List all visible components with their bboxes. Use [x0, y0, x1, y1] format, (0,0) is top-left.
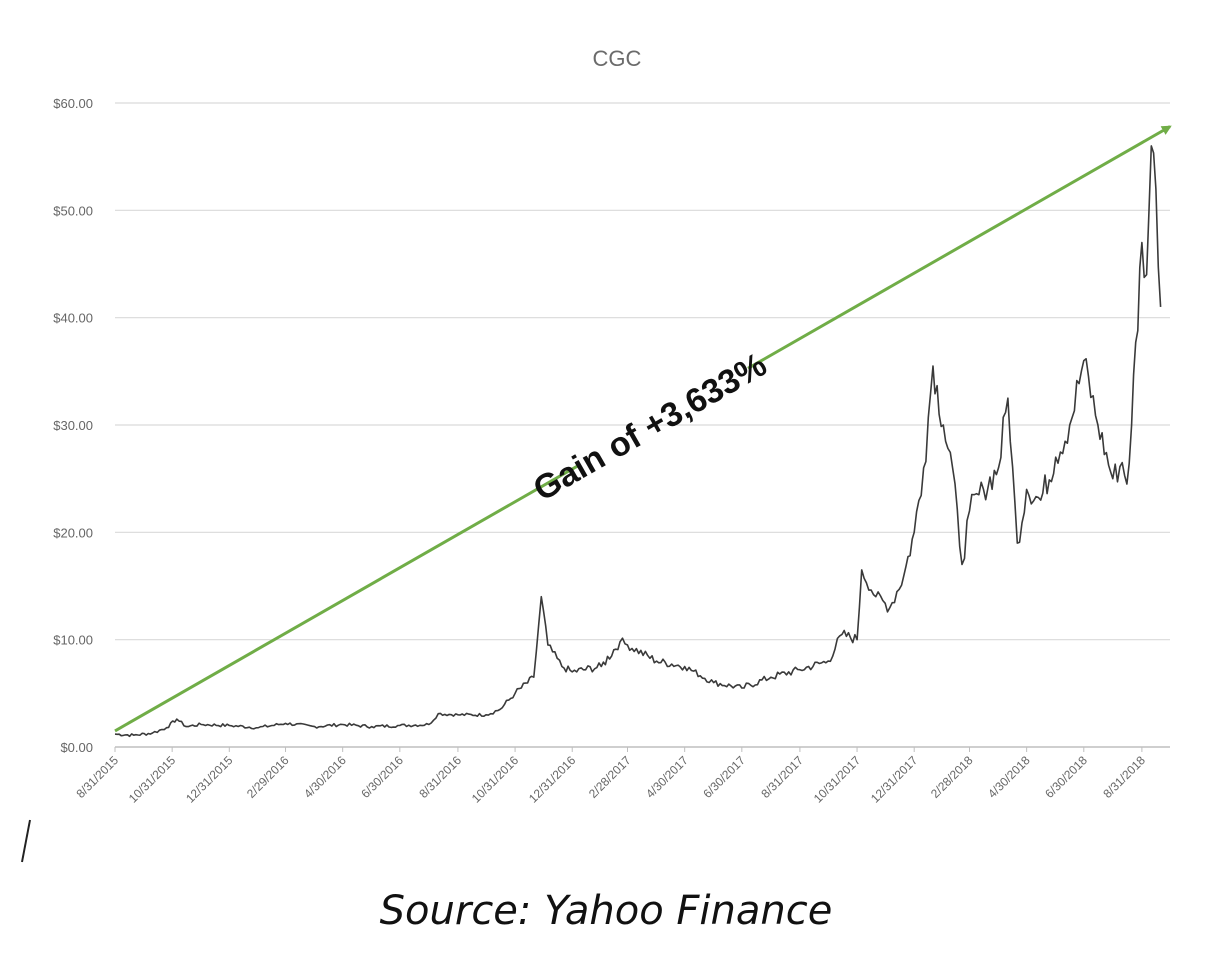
x-tick-label: 10/31/2016: [469, 753, 522, 806]
trend-arrow-segment-1: [114, 463, 580, 733]
x-tick-label: 2/28/2018: [928, 753, 976, 801]
x-tick-label: 8/31/2017: [758, 753, 806, 801]
y-tick-label: $20.00: [53, 525, 93, 540]
x-tick-label: 6/30/2017: [700, 753, 748, 801]
x-tick-label: 8/31/2015: [73, 753, 121, 801]
x-tick-label: 8/31/2016: [416, 753, 464, 801]
x-tick-label: 2/29/2016: [244, 753, 292, 801]
price-series-line: [114, 145, 1162, 738]
x-tick-label: 6/30/2016: [358, 753, 406, 801]
gridlines: [115, 102, 1170, 748]
stock-chart: $0.00 $10.00 $20.00 $30.00 $40.00 $50.00 $60.0…: [21, 46, 1172, 863]
y-tick-label: $30.00: [53, 418, 93, 433]
y-tick-label: $0.00: [60, 740, 93, 755]
x-tick-label: 8/31/2018: [1100, 753, 1148, 801]
y-axis-ticks: $0.00 $10.00 $20.00 $30.00 $40.00 $50.00 $60.0…: [53, 96, 93, 755]
x-tick-label: 10/31/2017: [811, 753, 864, 806]
y-tick-label: $40.00: [53, 311, 93, 326]
chart-title: CGC: [593, 46, 642, 71]
x-tick-label: 2/28/2017: [586, 753, 634, 801]
x-tick-label: 12/31/2017: [868, 753, 921, 806]
x-tick-label: 10/31/2015: [126, 753, 179, 806]
stray-slash-mark: [21, 819, 31, 863]
trend-arrow-segment-2: [747, 125, 1172, 370]
source-caption: Source: Yahoo Finance: [379, 888, 833, 934]
x-tick-label: 4/30/2018: [985, 753, 1033, 801]
x-tick-label: 4/30/2016: [301, 753, 349, 801]
y-tick-label: $10.00: [53, 633, 93, 648]
gain-annotation: Gain of +3,633%: [527, 346, 773, 509]
x-tick-label: 4/30/2017: [643, 753, 691, 801]
x-tick-label: 12/31/2015: [183, 753, 236, 806]
x-tick-label: 6/30/2018: [1042, 753, 1090, 801]
y-tick-label: $50.00: [53, 203, 93, 218]
x-axis-ticks: 8/31/2015 10/31/2015 12/31/2015 2/29/2016 4/…: [73, 747, 1148, 806]
y-tick-label: $60.00: [53, 96, 93, 111]
x-tick-label: 12/31/2016: [526, 753, 579, 806]
